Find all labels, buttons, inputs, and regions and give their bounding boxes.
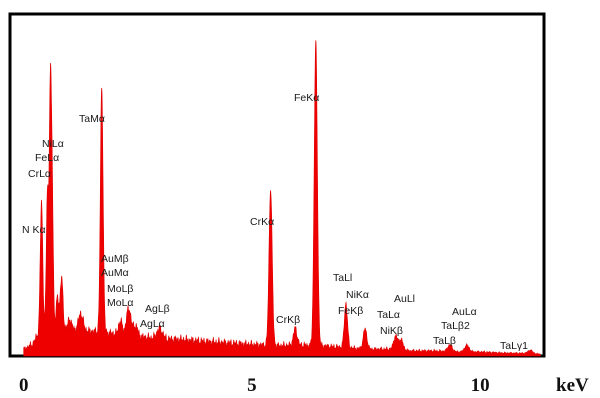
peak-labels: N Kα CrLα FeLα NiLα TaMα AuMβ AuMα MoLβ MoLα AgLβ… <box>22 92 528 352</box>
x-axis-unit-label: keV <box>556 375 589 396</box>
peak-label: N Kα <box>22 224 46 236</box>
peak-label: AuMβ <box>101 253 129 265</box>
peak-label: TaLα <box>377 309 400 321</box>
peak-label: AgLα <box>140 318 165 330</box>
x-tick-label: 0 <box>19 375 29 396</box>
x-tick-label: 10 <box>471 375 490 396</box>
peak-label: TaLl <box>333 272 352 284</box>
peak-label: TaMα <box>79 113 105 125</box>
x-axis-ticks: 0 5 10 <box>19 375 490 396</box>
peak-label: CrKβ <box>276 314 300 326</box>
peak-label: FeKα <box>294 92 319 104</box>
peak-label: FeLα <box>35 152 59 164</box>
peak-label: TaLγ1 <box>500 340 528 352</box>
peak-label: CrLα <box>28 168 51 180</box>
x-tick-label: 5 <box>247 375 257 396</box>
peak-label: FeKβ <box>338 305 363 317</box>
peak-label: NiKβ <box>380 325 403 337</box>
plot-frame <box>8 12 546 358</box>
peak-label: CrKα <box>250 216 274 228</box>
peak-label: TaLβ <box>433 335 456 347</box>
peak-label: MoLβ <box>107 283 133 295</box>
spectrum-area <box>23 40 541 357</box>
peak-label: TaLβ2 <box>441 320 470 332</box>
peak-label: NiLα <box>42 138 64 150</box>
peak-label: AuLα <box>452 306 477 318</box>
peak-label: NiKα <box>346 289 369 301</box>
peak-label: AuLl <box>394 293 415 305</box>
peak-label: AgLβ <box>145 303 170 315</box>
peak-label: MoLα <box>107 297 134 309</box>
peak-label: AuMα <box>101 267 129 279</box>
